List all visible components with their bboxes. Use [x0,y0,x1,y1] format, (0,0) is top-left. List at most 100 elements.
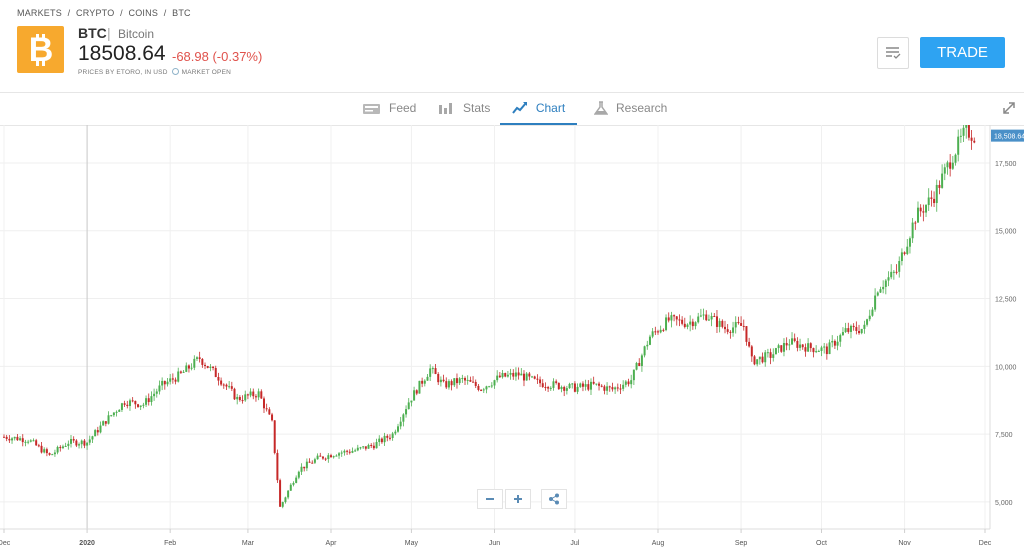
candle [348,449,351,455]
candle [222,383,225,389]
candle [472,376,475,383]
candle [796,337,799,352]
candle [828,339,831,355]
zoom-in-button[interactable] [505,489,531,509]
candle [163,380,166,390]
candle [453,378,456,387]
candle [520,368,523,376]
candle [8,435,11,443]
candle [673,314,676,322]
x-tick-label: Dec [979,540,992,547]
candle [959,128,962,143]
candle [375,438,378,449]
candle [812,347,815,358]
candle [954,153,957,166]
candle [206,365,209,369]
candle [388,434,391,441]
candle [930,190,933,207]
candle [737,316,740,325]
breadcrumb-crypto[interactable]: CRYPTO [76,8,115,18]
candle [378,435,381,447]
x-tick-label: May [405,540,419,547]
candle [35,438,38,446]
expand-icon [1003,102,1015,114]
trade-button[interactable]: TRADE [920,37,1005,68]
candle [482,387,485,393]
candle [659,325,662,334]
candle [37,443,40,448]
candle [707,314,710,321]
candle [265,403,268,412]
candle [769,348,772,365]
breadcrumb-coins[interactable]: COINS [128,8,159,18]
candle [78,442,81,449]
candle [107,411,110,425]
candle [622,380,625,392]
candle [876,291,879,297]
candle [437,372,440,386]
candle [11,437,14,444]
candle [603,384,606,395]
candle [496,370,499,383]
chart-grid [0,125,990,529]
candle [906,238,909,256]
candle [774,347,777,355]
candle [431,366,434,374]
candle [665,314,668,332]
candle [573,381,576,393]
tab-research[interactable]: Research [594,92,667,124]
candle [544,382,547,391]
candle [182,370,185,373]
source-note-text: PRICES BY ETORO, IN USD [78,69,168,76]
candle [195,356,198,361]
candle [418,380,421,394]
price-chart[interactable]: 5,000 7,500 10,000 12,500 15,000 17,500 Dec 20… [0,125,1024,550]
candle [51,453,54,456]
candle [764,350,767,367]
candle [126,400,129,409]
candle [587,380,590,392]
candle [793,333,796,343]
candle [903,251,906,256]
candle [118,409,121,412]
watchlist-button[interactable] [877,37,909,69]
candle [236,393,239,405]
tab-stats[interactable]: Stats [438,92,490,124]
candle [169,373,172,385]
candle [914,220,917,230]
fullscreen-button[interactable] [1002,101,1016,120]
tab-feed[interactable]: Feed [362,92,416,124]
candle [777,343,780,353]
zoom-out-button[interactable] [477,489,503,509]
share-chart-button[interactable] [541,489,567,509]
minus-icon [486,498,494,500]
candle [836,335,839,351]
candle [517,367,520,380]
candle [193,355,196,371]
candle [823,342,826,354]
candle [343,449,346,456]
candle [925,204,928,218]
candle [710,312,713,327]
candle [86,442,89,450]
candle [61,444,64,450]
candle [863,320,866,334]
candle [458,377,461,386]
candle [592,376,595,385]
candle [480,389,483,392]
candle [732,321,735,337]
y-axis: 5,000 7,500 10,000 12,500 15,000 17,500 [989,125,1017,529]
breadcrumb-markets[interactable]: MARKETS [17,8,62,18]
candle [742,319,745,331]
watchlist-icon [886,47,901,59]
candle [568,382,571,389]
candle [715,310,718,333]
breadcrumb-separator: / [163,8,167,18]
candle [833,339,836,349]
candle [53,449,56,457]
candle [565,385,568,395]
candle [638,358,641,367]
candle [801,343,804,350]
tab-chart[interactable]: Chart [500,92,577,125]
y-tick-label: 12,500 [995,297,1017,304]
